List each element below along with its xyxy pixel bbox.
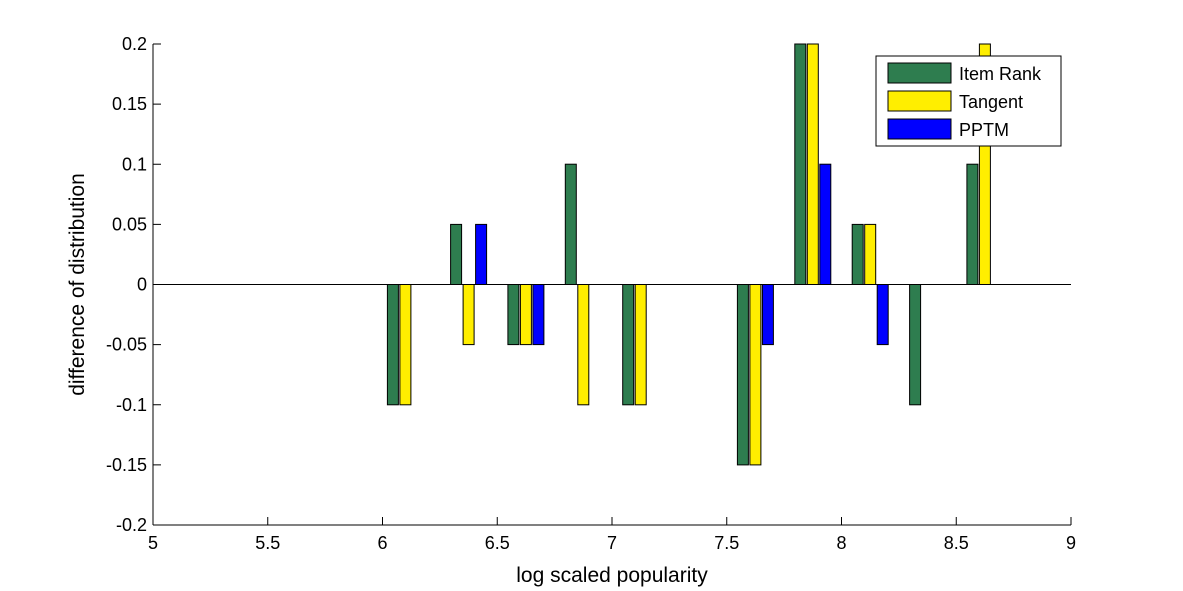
bar-pptm-6	[819, 163, 832, 285]
x-tick-label: 7	[607, 533, 617, 553]
legend-swatch	[887, 90, 952, 112]
bar-item-rank-9	[966, 163, 979, 285]
x-tick-label: 6	[377, 533, 387, 553]
x-tick-label: 9	[1066, 533, 1076, 553]
y-tick-label: -0.05	[106, 335, 147, 355]
axes: 5 5.5 6 6.5 7 7.5 8 8.5 9 -0.2 -0.15 -0.1 -0.05 0 0.05…	[106, 34, 1076, 553]
bar-pptm-2	[532, 284, 545, 346]
y-tick-label: 0.05	[112, 214, 147, 234]
bar-tangent-2	[519, 284, 532, 346]
bar-pptm-7	[876, 284, 889, 346]
y-tick-label: -0.1	[116, 395, 147, 415]
bar-pptm-1	[475, 223, 488, 285]
legend-swatch	[887, 118, 952, 140]
y-tick-label: -0.15	[106, 455, 147, 475]
bar-tangent-1	[462, 284, 475, 346]
bar-item-rank-4	[622, 284, 635, 406]
x-tick-label: 5.5	[255, 533, 280, 553]
bar-tangent-4	[634, 284, 647, 406]
bar-item-rank-0	[386, 284, 399, 406]
legend-swatch	[887, 62, 952, 84]
legend-label: PPTM	[959, 120, 1009, 140]
y-axis-title: difference of distribution	[66, 173, 89, 396]
x-tick-label: 6.5	[485, 533, 510, 553]
y-tick-label: 0.1	[122, 154, 147, 174]
y-tick-label: 0	[137, 275, 147, 295]
bar-item-rank-8	[909, 284, 922, 406]
bar-pptm-5	[761, 284, 774, 346]
legend: Item Rank Tangent PPTM	[875, 55, 1062, 147]
x-axis-title: log scaled popularity	[516, 564, 708, 587]
bar-tangent-5	[749, 284, 762, 466]
bar-tangent-6	[806, 43, 819, 285]
y-tick-label: 0.2	[122, 34, 147, 54]
x-tick-label: 7.5	[714, 533, 739, 553]
bar-item-rank-2	[507, 284, 520, 346]
bar-item-rank-1	[450, 223, 463, 285]
x-tick-label: 5	[148, 533, 158, 553]
y-tick-label: -0.2	[116, 515, 147, 535]
y-tick-label: 0.15	[112, 94, 147, 114]
bar-tangent-7	[864, 223, 877, 285]
x-tick-label: 8.5	[944, 533, 969, 553]
legend-label: Tangent	[959, 92, 1023, 112]
bar-tangent-3	[577, 284, 590, 406]
bar-item-rank-3	[564, 163, 577, 285]
bar-tangent-0	[399, 284, 412, 406]
bar-item-rank-5	[736, 284, 749, 466]
bar-item-rank-7	[851, 223, 864, 285]
bar-item-rank-6	[794, 43, 807, 285]
x-tick-label: 8	[836, 533, 846, 553]
legend-label: Item Rank	[959, 64, 1042, 84]
